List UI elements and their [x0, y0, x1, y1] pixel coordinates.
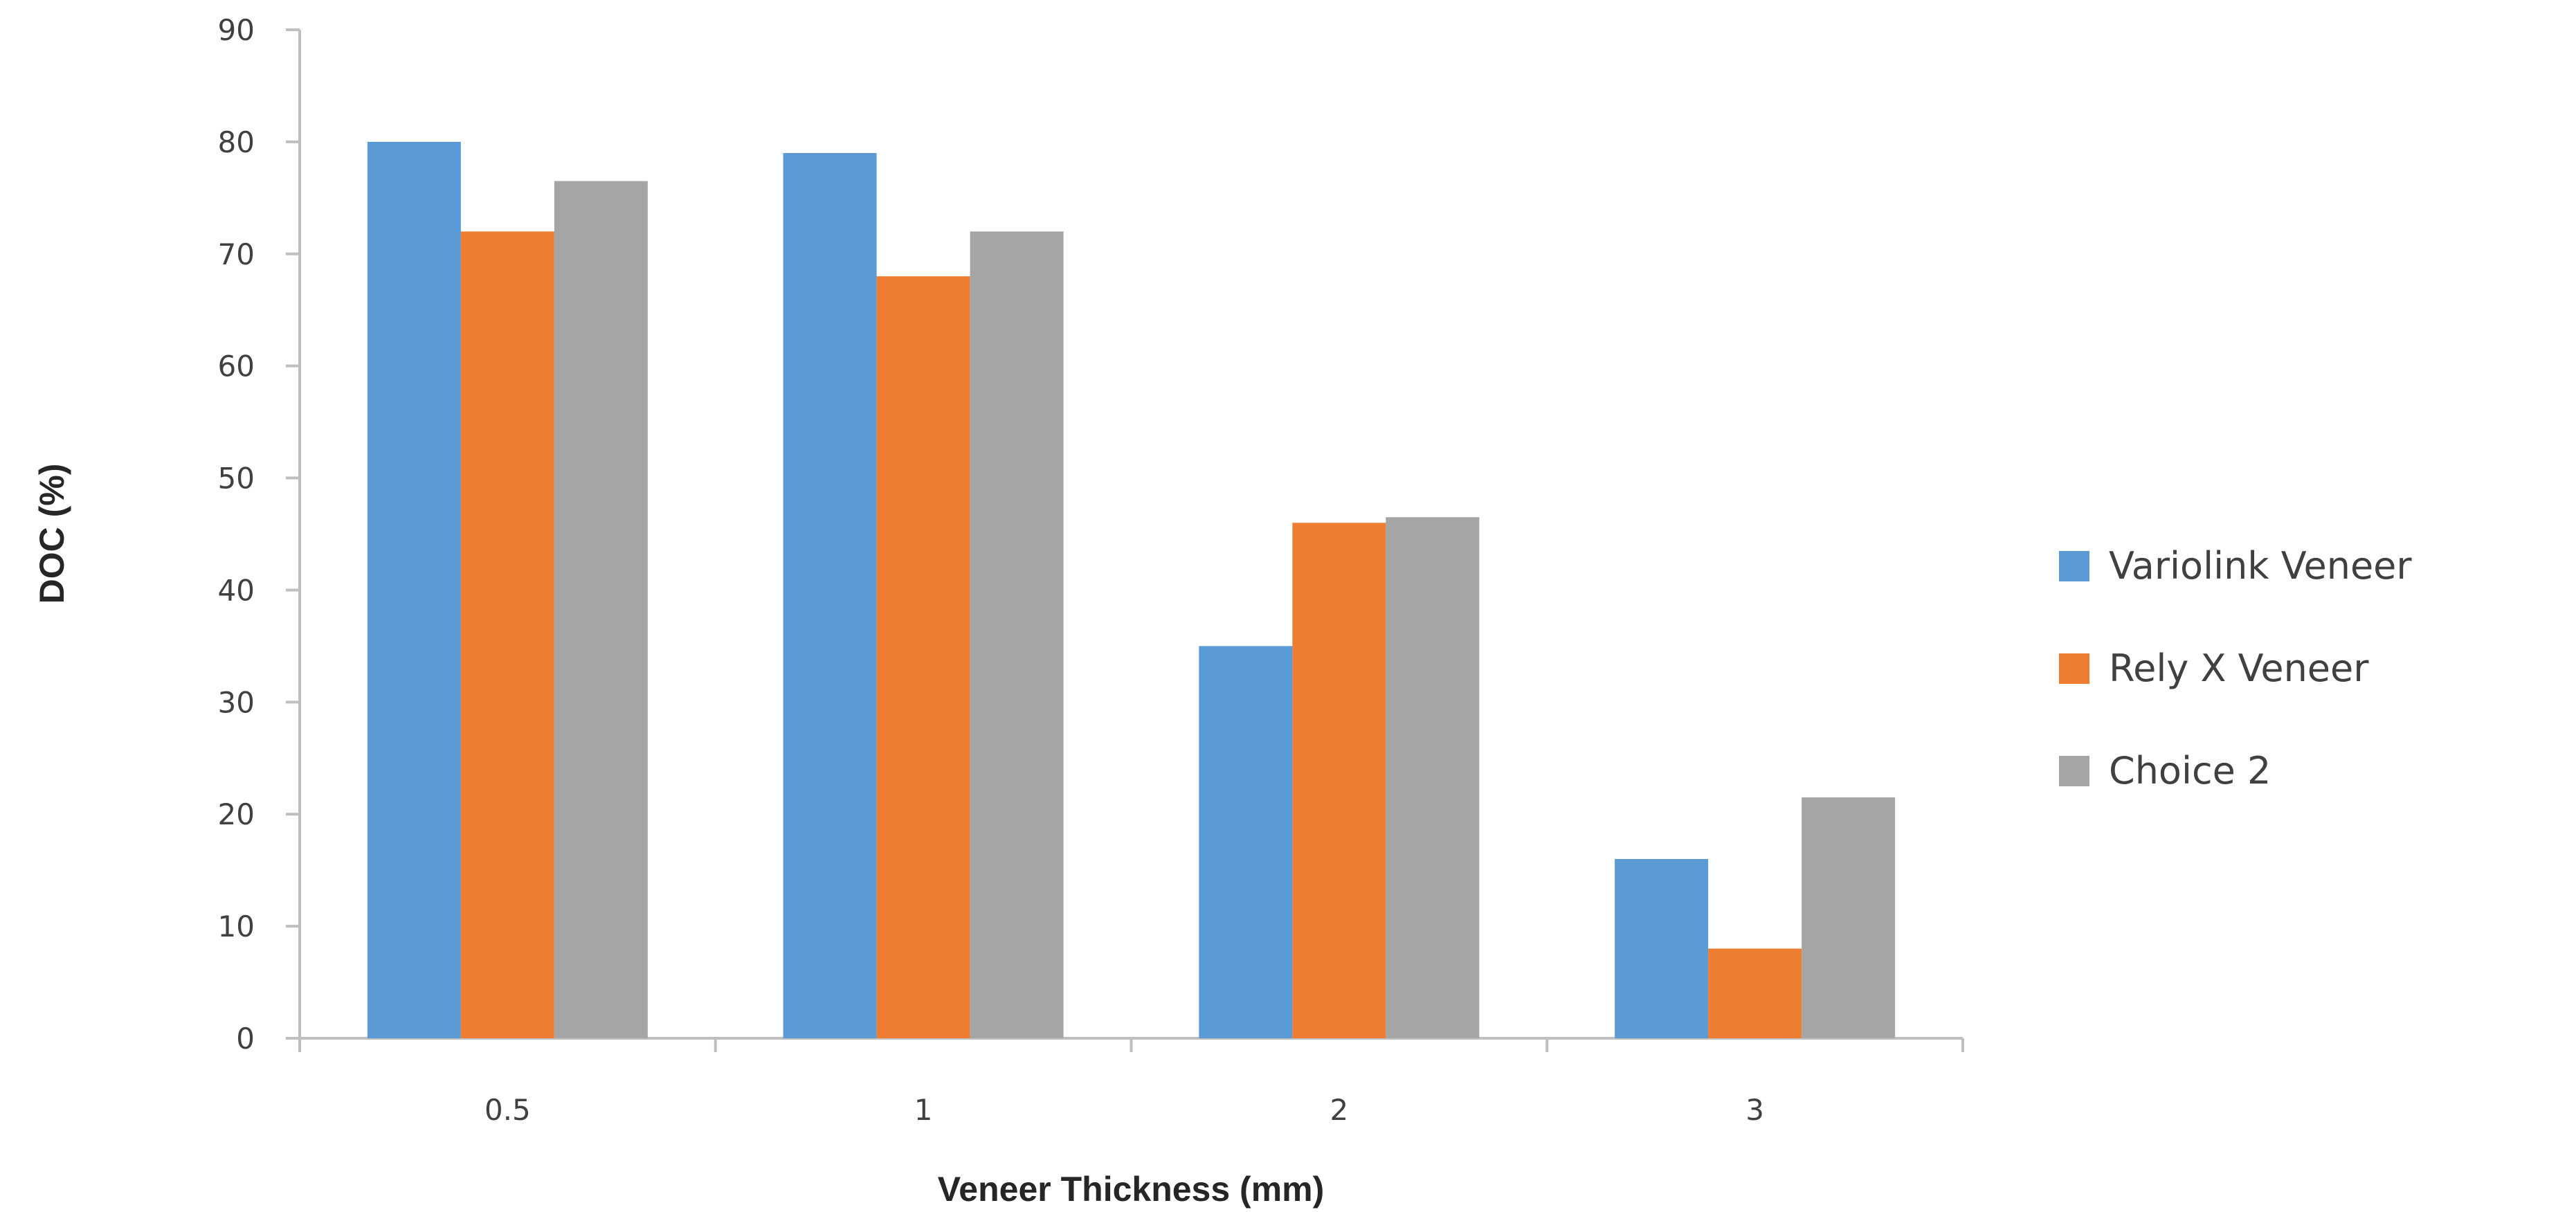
x-tick-label: 1	[914, 1093, 933, 1127]
bar-choice-2	[970, 231, 1064, 1038]
y-tick-label: 70	[218, 237, 255, 271]
y-tick-label: 50	[218, 462, 255, 496]
y-tick-label: 20	[218, 797, 255, 831]
legend-swatch	[2059, 756, 2089, 786]
bar-choice-2	[554, 181, 648, 1038]
legend-swatch	[2059, 653, 2089, 684]
y-tick-label: 90	[218, 13, 255, 47]
legend: Variolink Veneer Rely X Veneer Choice 2	[2059, 544, 2412, 793]
legend-label: Variolink Veneer	[2109, 544, 2412, 588]
y-tick-label: 40	[218, 573, 255, 607]
y-axis-title: DOC (%)	[33, 464, 71, 604]
bar-choice-2	[1802, 797, 1896, 1038]
x-axis-ticks: 0.5 1 2 3	[298, 1038, 1964, 1127]
bar-variolink-veneer	[1615, 858, 1709, 1038]
x-tick-label: 0.5	[484, 1093, 531, 1127]
bar-rely-x-veneer	[1708, 948, 1802, 1038]
y-tick-label: 60	[218, 350, 255, 383]
bar-variolink-veneer	[1199, 646, 1293, 1038]
legend-swatch	[2059, 551, 2089, 581]
x-tick-label: 3	[1745, 1093, 1764, 1127]
bar-variolink-veneer	[783, 153, 877, 1039]
y-tick-label: 30	[218, 685, 255, 719]
y-tick-label: 0	[236, 1022, 255, 1056]
bar-choice-2	[1386, 517, 1480, 1038]
bar-rely-x-veneer	[876, 276, 970, 1039]
y-tick-label: 80	[218, 125, 255, 159]
y-tick-label: 10	[218, 910, 255, 943]
bar-variolink-veneer	[367, 141, 461, 1038]
bar-rely-x-veneer	[460, 231, 554, 1038]
bars	[367, 141, 1896, 1039]
x-axis-title: Veneer Thickness (mm)	[938, 1170, 1325, 1209]
x-tick-label: 2	[1330, 1093, 1349, 1127]
legend-label: Choice 2	[2109, 749, 2271, 793]
y-axis-ticks: 0 10 20 30 40 50 60 70 80 90	[218, 13, 300, 1056]
legend-label: Rely X Veneer	[2109, 646, 2369, 690]
bar-rely-x-veneer	[1292, 523, 1386, 1038]
